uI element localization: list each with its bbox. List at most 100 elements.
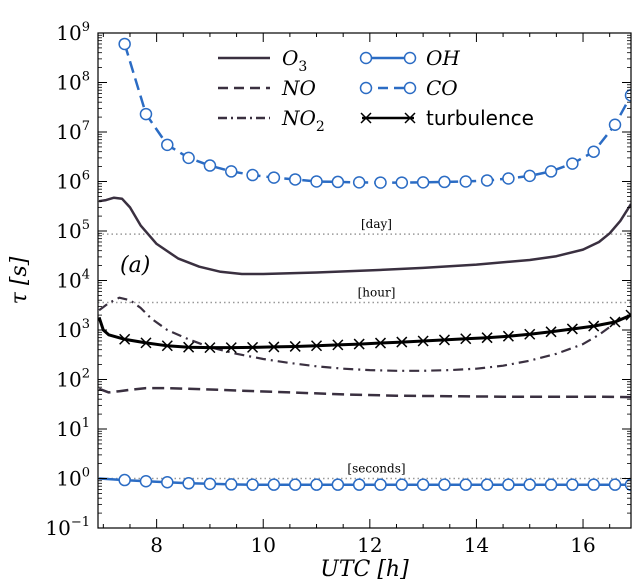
series-CO-point (624, 89, 631, 102)
series-CO-point (566, 157, 579, 170)
series-turbulence-point (545, 326, 557, 338)
y-tick-label: 10−1 (45, 515, 90, 540)
series-NO2-line (98, 296, 631, 372)
series-CO-point (139, 107, 153, 121)
series-OH-point (374, 478, 387, 491)
series-OH-point (459, 478, 473, 491)
series-turbulence-point (588, 320, 600, 332)
series-turbulence-point (183, 341, 195, 353)
series-turbulence-point (119, 333, 131, 345)
series-turbulence-line (98, 313, 631, 350)
x-tick-label: 14 (464, 533, 489, 557)
legend-label-CO: CO (426, 76, 458, 100)
series-OH-point (267, 478, 281, 491)
legend-label-NO: NO (281, 76, 316, 100)
series-CO-point (374, 176, 387, 189)
series-OH-point (523, 478, 536, 491)
series-turbulence-point (140, 337, 152, 349)
series-turbulence-point (310, 340, 323, 352)
series-CO-point (480, 174, 494, 187)
reference-label-0: [day] (361, 217, 392, 231)
series-turbulence-point (204, 342, 216, 354)
reference-lines: [day] [hour] [seconds] (98, 217, 631, 480)
series-OH-point (246, 478, 259, 491)
series-CO-point (331, 175, 345, 189)
legend-marker-turbulence (360, 112, 372, 124)
series-O3-line (98, 196, 631, 276)
series-OH-point (352, 478, 366, 491)
series-NO-line (98, 386, 631, 399)
series-CO-point (246, 168, 259, 182)
y-tick-label: 107 (56, 119, 90, 144)
y-tick-label: 109 (56, 20, 90, 45)
x-tick-label: 10 (251, 533, 276, 557)
series-CO-point (288, 173, 302, 186)
series-CO-point (203, 159, 217, 172)
series-CO-point (502, 172, 515, 185)
series-CO-point (544, 165, 558, 178)
y-tick-label: 101 (56, 416, 90, 441)
series-turbulence-point (481, 332, 493, 344)
axes: 8 10 12 14 16 109 108 107 106 105 104 103 102 101 100 1… (7, 20, 632, 582)
series-CO-point (395, 176, 409, 189)
series-CO-point (182, 151, 195, 165)
series-turbulence-point (289, 340, 301, 352)
series-OH-point (139, 474, 153, 488)
series-turbulence-point (566, 323, 578, 335)
series-OH-point (203, 477, 217, 491)
reference-label-1: [hour] (358, 285, 396, 299)
y-tick-label: 103 (56, 317, 90, 342)
y-tick-label: 108 (56, 70, 90, 95)
series-CO-point (416, 176, 430, 189)
series-CO-point (267, 171, 281, 184)
series-OH-point (310, 478, 323, 491)
series-OH-point (608, 478, 622, 491)
series-turbulence-point (374, 337, 387, 349)
y-tick-label: 106 (56, 169, 90, 194)
series-OH-point (502, 478, 515, 491)
y-tick-label: 102 (56, 367, 90, 392)
legend-label-OH: OH (426, 46, 460, 70)
series-CO-point (118, 37, 131, 51)
legend-marker-CO (403, 81, 417, 95)
series-turbulence-point (161, 340, 173, 352)
legend-marker-OH (403, 51, 417, 65)
series-turbulence-point (353, 338, 365, 350)
series-OH-point (331, 478, 345, 491)
series-turbulence-point (225, 342, 237, 354)
series-CO-point (438, 175, 451, 189)
series-OH-point (438, 478, 451, 491)
series-CO-point (352, 176, 366, 189)
y-axis-label: τ [s] (7, 256, 32, 304)
series-OH-point (395, 478, 409, 491)
y-tick-label: 104 (56, 268, 90, 293)
legend-marker-turbulence (404, 112, 416, 124)
series-CO-point (310, 175, 323, 188)
x-tick-label: 8 (150, 533, 163, 557)
series-turbulence-point (524, 328, 536, 340)
series-CO-point (523, 169, 536, 183)
series-CO-point (161, 138, 174, 152)
x-tick-label: 16 (570, 533, 595, 557)
y-tick-label: 105 (56, 218, 90, 243)
series-CO-line (123, 43, 631, 184)
series-OH-point (288, 478, 302, 491)
legend-label-O3: O3 (282, 46, 307, 75)
series-OH-point (182, 477, 195, 490)
series-OH-point (566, 478, 579, 491)
x-axis-label: UTC [h] (320, 557, 409, 582)
series-turbulence-point (417, 335, 429, 347)
series-layer (98, 37, 631, 491)
series-turbulence-point (502, 330, 514, 342)
series-CO-point (608, 118, 622, 132)
series-OH-point (544, 478, 558, 491)
series-CO-point (225, 165, 238, 178)
series-turbulence-point (625, 309, 631, 321)
series-CO-point (587, 145, 600, 158)
plot-frame (97, 32, 632, 529)
series-OH-point (416, 478, 430, 491)
series-turbulence-point (460, 333, 472, 345)
series-turbulence-point (609, 316, 621, 328)
